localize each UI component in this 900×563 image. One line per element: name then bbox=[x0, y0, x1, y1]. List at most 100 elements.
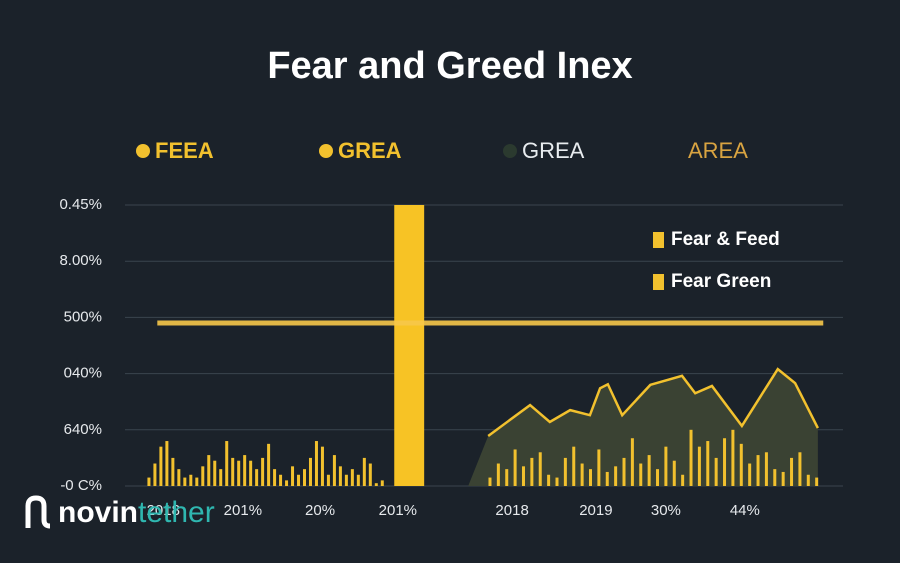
legend-label: AREA bbox=[688, 138, 748, 163]
legend-label: Fear & Feed bbox=[671, 229, 780, 250]
bar bbox=[159, 446, 163, 486]
bar bbox=[815, 477, 819, 486]
bar bbox=[195, 477, 199, 486]
watermark: novin bbox=[58, 496, 138, 529]
bar bbox=[538, 452, 542, 486]
bar bbox=[563, 457, 567, 486]
bar bbox=[647, 455, 651, 486]
x-tick-label: 2018 bbox=[147, 502, 180, 519]
bar bbox=[308, 457, 312, 486]
bar bbox=[207, 455, 211, 486]
y-tick-label: 040% bbox=[64, 365, 102, 382]
bar bbox=[597, 449, 601, 486]
bar bbox=[496, 463, 500, 486]
bar bbox=[672, 460, 676, 486]
bar bbox=[630, 438, 634, 486]
bar bbox=[165, 441, 169, 486]
watermark: tether bbox=[138, 496, 215, 529]
bar bbox=[764, 452, 768, 486]
bar bbox=[521, 466, 525, 486]
bar bbox=[297, 474, 301, 486]
bar bbox=[362, 457, 366, 486]
bar bbox=[790, 457, 794, 486]
logo-icon bbox=[25, 495, 51, 529]
bar bbox=[505, 469, 509, 486]
bar bbox=[739, 443, 743, 486]
bar bbox=[171, 457, 175, 486]
bar bbox=[572, 446, 576, 486]
y-tick-label: 8.00% bbox=[59, 252, 102, 269]
bar bbox=[338, 466, 342, 486]
bar bbox=[580, 463, 584, 486]
legend-dot bbox=[503, 144, 517, 158]
x-tick-label: 2018 bbox=[495, 502, 528, 519]
bar bbox=[189, 474, 193, 486]
bar bbox=[326, 474, 330, 486]
y-tick-label: 0.45% bbox=[59, 196, 102, 213]
bar bbox=[255, 469, 259, 486]
bar bbox=[332, 455, 336, 486]
bar bbox=[285, 480, 289, 486]
area-line bbox=[487, 367, 819, 437]
bar bbox=[314, 441, 318, 486]
y-tick-label: -0 C% bbox=[60, 477, 102, 494]
bar bbox=[147, 477, 151, 486]
bar bbox=[689, 429, 693, 486]
x-tick-label: 20% bbox=[305, 502, 335, 519]
bar bbox=[219, 469, 223, 486]
chart-title: Fear and Greed Inex bbox=[267, 45, 632, 87]
bar bbox=[547, 474, 551, 486]
bar bbox=[605, 471, 609, 486]
bar bbox=[748, 463, 752, 486]
legend-label: GREA bbox=[338, 138, 402, 163]
bar bbox=[273, 469, 277, 486]
bar bbox=[243, 455, 247, 486]
legend-dot bbox=[136, 144, 150, 158]
bar bbox=[201, 466, 205, 486]
legend-swatch bbox=[653, 274, 664, 290]
bar bbox=[374, 483, 378, 486]
bar bbox=[261, 457, 265, 486]
legend-dot bbox=[319, 144, 333, 158]
bar bbox=[225, 441, 229, 486]
bar bbox=[731, 429, 735, 486]
bar bbox=[806, 474, 810, 486]
bar bbox=[177, 469, 181, 486]
bar bbox=[555, 477, 559, 486]
x-tick-label: 30% bbox=[651, 502, 681, 519]
x-tick-label: 201% bbox=[379, 502, 417, 519]
bar bbox=[697, 446, 701, 486]
legend-label: GREA bbox=[522, 138, 585, 163]
bar bbox=[303, 469, 306, 486]
bar bbox=[756, 455, 760, 486]
bar bbox=[664, 446, 668, 486]
bar bbox=[153, 463, 157, 486]
x-tick-label: 2019 bbox=[579, 502, 612, 519]
highlight-bar bbox=[394, 205, 425, 486]
bar bbox=[249, 460, 253, 486]
bar bbox=[380, 480, 384, 486]
legend-swatch bbox=[653, 232, 664, 248]
bar bbox=[356, 474, 360, 486]
bar bbox=[681, 474, 685, 486]
area-fill bbox=[468, 369, 818, 486]
bar bbox=[656, 469, 660, 486]
bar bbox=[781, 471, 785, 486]
legend-label: Fear Green bbox=[671, 271, 771, 292]
bar bbox=[589, 469, 593, 486]
y-tick-label: 640% bbox=[64, 421, 102, 438]
bar bbox=[513, 449, 517, 486]
bar bbox=[344, 474, 348, 486]
bar bbox=[213, 460, 217, 486]
bar bbox=[639, 463, 643, 486]
bar bbox=[798, 452, 802, 486]
bar bbox=[183, 477, 187, 486]
bar bbox=[350, 469, 354, 486]
bar bbox=[291, 466, 295, 486]
bar bbox=[622, 457, 626, 486]
bar bbox=[368, 463, 372, 486]
x-tick-label: 201% bbox=[224, 502, 262, 519]
bar bbox=[231, 457, 235, 486]
bar bbox=[267, 443, 271, 486]
y-tick-label: 500% bbox=[64, 308, 102, 325]
